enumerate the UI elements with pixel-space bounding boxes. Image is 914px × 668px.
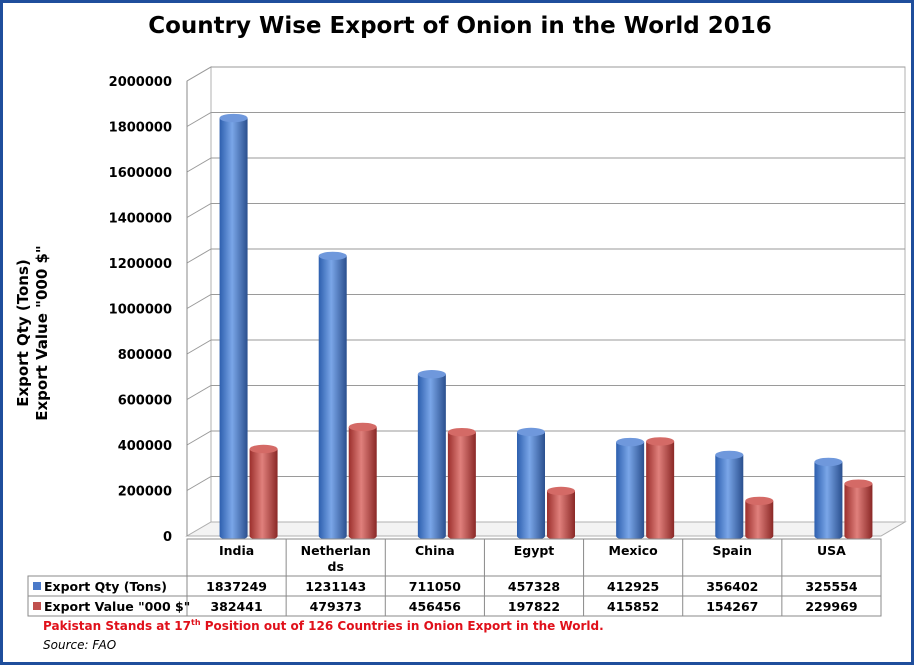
legend-key bbox=[33, 602, 41, 610]
y-tick-label: 600000 bbox=[118, 394, 172, 409]
bar-value bbox=[745, 496, 774, 541]
data-label: 457328 bbox=[508, 579, 560, 594]
gridline bbox=[186, 248, 905, 264]
bar-value bbox=[447, 427, 476, 541]
bar-value bbox=[844, 479, 873, 541]
bar-qty bbox=[219, 113, 248, 541]
legend-label: Export Qty (Tons) bbox=[44, 579, 167, 594]
gridline bbox=[186, 203, 905, 218]
data-label: 382441 bbox=[210, 599, 262, 614]
data-label: 412925 bbox=[607, 579, 659, 594]
legend-label: Export Value "000 $" bbox=[44, 599, 190, 614]
data-label: 456456 bbox=[409, 599, 461, 614]
chart-title: Country Wise Export of Onion in the Worl… bbox=[148, 13, 772, 39]
bar-value bbox=[547, 486, 575, 541]
data-label: 356402 bbox=[706, 579, 758, 594]
gridline bbox=[186, 112, 905, 127]
category-label: India bbox=[219, 543, 254, 558]
y-tick-label: 1200000 bbox=[109, 257, 172, 272]
bar-qty bbox=[417, 370, 446, 541]
category-label: Netherlan bbox=[301, 543, 371, 558]
data-label: 1231143 bbox=[305, 579, 366, 594]
bar-qty bbox=[715, 450, 744, 541]
gridline bbox=[186, 430, 905, 446]
y-tick-label: 1000000 bbox=[109, 303, 172, 318]
category-label: ds bbox=[328, 559, 344, 574]
gridline bbox=[186, 339, 905, 355]
legend-key bbox=[33, 582, 41, 590]
bar-qty bbox=[814, 457, 843, 541]
note-sup: th bbox=[191, 618, 201, 627]
data-label: 415852 bbox=[607, 599, 659, 614]
data-label: 325554 bbox=[805, 579, 857, 594]
y-tick-label: 1400000 bbox=[109, 212, 172, 227]
data-label: 229969 bbox=[805, 599, 857, 614]
data-label: 197822 bbox=[508, 599, 560, 614]
bar-qty bbox=[517, 427, 545, 541]
bar-qty bbox=[318, 251, 347, 541]
gridline bbox=[186, 157, 905, 173]
bar-value bbox=[348, 422, 377, 541]
pakistan-note: Pakistan Stands at 17th Position out of … bbox=[43, 618, 604, 633]
category-label: Egypt bbox=[514, 543, 555, 558]
gridline bbox=[186, 66, 905, 82]
note-suffix: Position out of 126 Countries in Onion E… bbox=[200, 619, 604, 633]
category-label: Spain bbox=[712, 543, 752, 558]
category-label: China bbox=[415, 543, 455, 558]
y-tick-label: 0 bbox=[163, 530, 172, 545]
bar-value bbox=[249, 444, 278, 541]
chart-canvas: 0 200000 400000 600000 800000 1000000 1200000 1… bbox=[27, 66, 907, 617]
note-prefix: Pakistan Stands at 17 bbox=[43, 619, 192, 633]
data-label: 479373 bbox=[310, 599, 362, 614]
y-tick-label: 200000 bbox=[118, 485, 172, 500]
category-label: USA bbox=[817, 543, 846, 558]
bar-qty bbox=[616, 437, 645, 541]
y-tick-label: 1800000 bbox=[109, 121, 172, 136]
y-tick-label: 800000 bbox=[118, 348, 172, 363]
source-note: Source: FAO bbox=[43, 638, 117, 652]
y-tick-label: 1600000 bbox=[109, 166, 172, 181]
data-label: 1837249 bbox=[206, 579, 267, 594]
y-tick-label: 400000 bbox=[118, 439, 172, 454]
y-tick-label: 2000000 bbox=[109, 75, 172, 90]
chart-floor bbox=[185, 521, 907, 537]
data-label: 711050 bbox=[409, 579, 461, 594]
data-label: 154267 bbox=[706, 599, 758, 614]
category-label: Mexico bbox=[609, 543, 659, 558]
bar-value bbox=[646, 437, 675, 541]
gridline bbox=[186, 294, 905, 309]
gridline bbox=[186, 385, 905, 400]
